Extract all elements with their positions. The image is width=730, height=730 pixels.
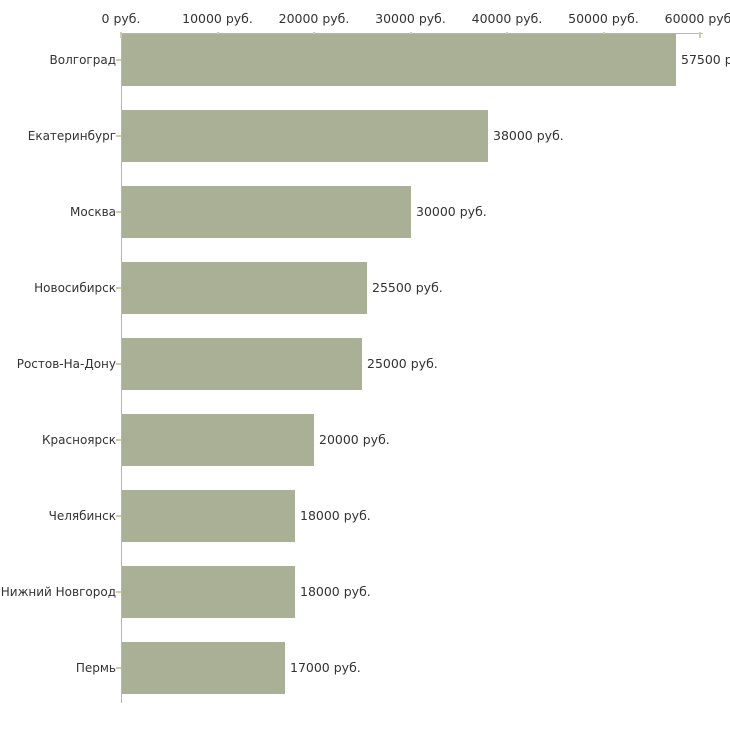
category-tick [116, 287, 121, 289]
value-label: 25500 руб. [372, 280, 443, 295]
x-axis-tick-label: 50000 руб. [568, 11, 639, 26]
x-axis-tick [120, 32, 122, 38]
category-label: Новосибирск [34, 281, 116, 295]
category-label: Челябинск [48, 509, 116, 523]
category-label: Волгоград [49, 53, 116, 67]
x-axis-tick-label: 40000 руб. [471, 11, 543, 26]
bar [122, 490, 295, 542]
category-label: Нижний Новгород [0, 585, 116, 599]
category-label: Москва [70, 205, 116, 219]
category-tick [116, 135, 121, 137]
category-tick [116, 363, 121, 365]
bar [122, 338, 362, 390]
bar [122, 186, 411, 238]
bar [122, 642, 285, 694]
value-label: 20000 руб. [319, 432, 390, 447]
bar [122, 34, 676, 86]
value-label: 17000 руб. [290, 660, 361, 675]
x-axis-tick-label: 30000 руб. [375, 11, 446, 26]
x-axis-tick-label: 60000 руб. [664, 11, 730, 26]
x-axis-tick [699, 32, 701, 38]
category-label: Екатеринбург [27, 129, 116, 143]
bar [122, 566, 295, 618]
value-label: 57500 руб. [681, 52, 730, 67]
value-label: 18000 руб. [300, 508, 371, 523]
category-label: Пермь [75, 661, 116, 675]
category-label: Ростов-На-Дону [16, 357, 116, 371]
value-label: 25000 руб. [367, 356, 438, 371]
x-axis-line [121, 33, 703, 34]
y-axis-line [121, 33, 122, 703]
category-tick [116, 515, 121, 517]
x-axis-tick-label: 10000 руб. [182, 11, 253, 26]
x-axis-tick-label: 0 руб. [101, 11, 141, 26]
bar [122, 262, 367, 314]
bar [122, 414, 314, 466]
value-label: 38000 руб. [493, 128, 564, 143]
category-tick [116, 211, 121, 213]
x-axis-tick-label: 20000 руб. [278, 11, 350, 26]
category-tick [116, 59, 121, 61]
value-label: 18000 руб. [300, 584, 371, 599]
value-label: 30000 руб. [416, 204, 487, 219]
category-tick [116, 667, 121, 669]
category-label: Красноярск [42, 433, 116, 447]
bar [122, 110, 488, 162]
category-tick [116, 439, 121, 441]
category-tick [116, 591, 121, 593]
